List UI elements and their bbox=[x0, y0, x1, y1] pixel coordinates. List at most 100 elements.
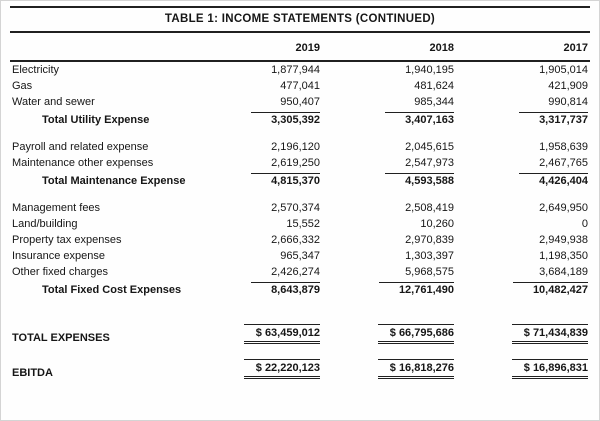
row-value: 2,666,332 bbox=[271, 234, 320, 246]
row-value: 1,303,397 bbox=[405, 250, 454, 262]
table-body: Electricity 1,877,944 1,940,195 1,905,014 Ga… bbox=[10, 61, 590, 381]
row-value: 2,467,765 bbox=[539, 157, 588, 169]
underlined-value: $ 71,434,839 bbox=[511, 324, 588, 344]
underlined-value: $ 63,459,012 bbox=[243, 324, 320, 344]
table-row: Management fees 2,570,374 2,508,419 2,649,9… bbox=[10, 200, 590, 216]
row-label: EBITDA bbox=[12, 367, 53, 379]
spacer-cell bbox=[10, 298, 590, 309]
row-label: Electricity bbox=[12, 64, 60, 76]
table-row: Payroll and related expense 2,196,120 2,04… bbox=[10, 139, 590, 155]
underlined-value: 4,815,370 bbox=[251, 173, 320, 187]
year-header-row: 2019 2018 2017 bbox=[10, 33, 590, 62]
table-row: Electricity 1,877,944 1,940,195 1,905,014 bbox=[10, 61, 590, 78]
table-row: Property tax expenses 2,666,332 2,970,839 2… bbox=[10, 232, 590, 248]
underlined-value: 10,482,427 bbox=[512, 282, 588, 296]
row-value: 990,814 bbox=[548, 96, 588, 108]
underlined-value: 3,305,392 bbox=[251, 112, 320, 126]
row-value: 985,344 bbox=[414, 96, 454, 108]
row-label: Total Fixed Cost Expenses bbox=[42, 284, 182, 296]
row-value: 0 bbox=[581, 218, 588, 230]
underlined-value: 3,407,163 bbox=[385, 112, 454, 126]
row-label: Management fees bbox=[12, 202, 101, 214]
row-value: 8,643,879 bbox=[188, 280, 322, 298]
row-label: TOTAL EXPENSES bbox=[12, 332, 110, 344]
underlined-value: $ 66,795,686 bbox=[377, 324, 454, 344]
row-value: 1,940,195 bbox=[405, 64, 454, 76]
row-label: Property tax expenses bbox=[12, 234, 122, 246]
underlined-value: 4,593,588 bbox=[385, 173, 454, 187]
spacer-cell bbox=[10, 309, 590, 322]
table-row: Total Fixed Cost Expenses 8,643,879 12,761… bbox=[10, 280, 590, 298]
row-value: 10,482,427 bbox=[456, 280, 590, 298]
underlined-value: 4,426,404 bbox=[519, 173, 588, 187]
table-row: Gas 477,041 481,624 421,909 bbox=[10, 78, 590, 94]
row-value: 1,905,014 bbox=[539, 64, 588, 76]
row-value: $ 63,459,012 bbox=[188, 322, 322, 346]
grand-total-row: EBITDA $ 22,220,123 $ 16,818,276 $ 16,896,8… bbox=[10, 357, 590, 381]
row-value: 421,909 bbox=[548, 80, 588, 92]
row-label: Other fixed charges bbox=[12, 266, 108, 278]
label-column-header bbox=[10, 33, 188, 62]
row-value: $ 16,818,276 bbox=[322, 357, 456, 381]
row-value: 5,968,575 bbox=[405, 266, 454, 278]
row-value: 3,305,392 bbox=[188, 110, 322, 128]
spacer-cell bbox=[10, 346, 590, 357]
row-value: 2,649,950 bbox=[539, 202, 588, 214]
row-value: 1,877,944 bbox=[271, 64, 320, 76]
row-value: 2,045,615 bbox=[405, 141, 454, 153]
row-value: $ 71,434,839 bbox=[456, 322, 590, 346]
underlined-value: 3,317,737 bbox=[519, 112, 588, 126]
row-value: 2,970,839 bbox=[405, 234, 454, 246]
table-title: TABLE 1: INCOME STATEMENTS (CONTINUED) bbox=[164, 13, 436, 25]
row-value: 4,815,370 bbox=[188, 171, 322, 189]
table-row: Land/building 15,552 10,260 0 bbox=[10, 216, 590, 232]
spacer-row bbox=[10, 346, 590, 357]
row-value: 12,761,490 bbox=[322, 280, 456, 298]
spacer-row bbox=[10, 309, 590, 322]
row-value: 2,949,938 bbox=[539, 234, 588, 246]
title-rule bbox=[10, 31, 590, 33]
row-value: 15,552 bbox=[286, 218, 320, 230]
table-row: Total Maintenance Expense 4,815,370 4,593,… bbox=[10, 171, 590, 189]
row-label: Maintenance other expenses bbox=[12, 157, 154, 169]
row-value: 2,547,973 bbox=[405, 157, 454, 169]
row-value: 3,684,189 bbox=[539, 266, 588, 278]
row-value: $ 22,220,123 bbox=[188, 357, 322, 381]
row-value: 4,593,588 bbox=[322, 171, 456, 189]
row-label: Water and sewer bbox=[12, 96, 95, 108]
row-value: 965,347 bbox=[280, 250, 320, 262]
row-value: 4,426,404 bbox=[456, 171, 590, 189]
row-value: 2,508,419 bbox=[405, 202, 454, 214]
top-rule bbox=[10, 6, 590, 8]
row-label: Land/building bbox=[12, 218, 78, 230]
underlined-value: 8,643,879 bbox=[251, 282, 320, 296]
row-value: 1,958,639 bbox=[539, 141, 588, 153]
row-value: 481,624 bbox=[414, 80, 454, 92]
table-row: Insurance expense 965,347 1,303,397 1,198,3… bbox=[10, 248, 590, 264]
row-value: 477,041 bbox=[280, 80, 320, 92]
row-label: Insurance expense bbox=[12, 250, 105, 262]
year-column-2017: 2017 bbox=[456, 33, 590, 62]
underlined-value: $ 22,220,123 bbox=[243, 359, 320, 379]
spacer-row bbox=[10, 189, 590, 200]
row-label: Total Maintenance Expense bbox=[42, 175, 186, 187]
table-row: Maintenance other expenses 2,619,250 2,547… bbox=[10, 155, 590, 171]
row-value: $ 16,896,831 bbox=[456, 357, 590, 381]
row-value: 3,317,737 bbox=[456, 110, 590, 128]
year-column-2019: 2019 bbox=[188, 33, 322, 62]
row-value: 3,407,163 bbox=[322, 110, 456, 128]
year-column-2018: 2018 bbox=[322, 33, 456, 62]
table-row: Water and sewer 950,407 985,344 990,814 bbox=[10, 94, 590, 110]
underlined-value: $ 16,818,276 bbox=[377, 359, 454, 379]
row-value: 2,426,274 bbox=[271, 266, 320, 278]
spacer-row bbox=[10, 128, 590, 139]
row-label: Total Utility Expense bbox=[42, 114, 150, 126]
row-value: 2,619,250 bbox=[271, 157, 320, 169]
row-value: 10,260 bbox=[420, 218, 454, 230]
underlined-value: 12,761,490 bbox=[378, 282, 454, 296]
underlined-value: $ 16,896,831 bbox=[511, 359, 588, 379]
row-value: $ 66,795,686 bbox=[322, 322, 456, 346]
spacer-cell bbox=[10, 189, 590, 200]
row-value: 950,407 bbox=[280, 96, 320, 108]
